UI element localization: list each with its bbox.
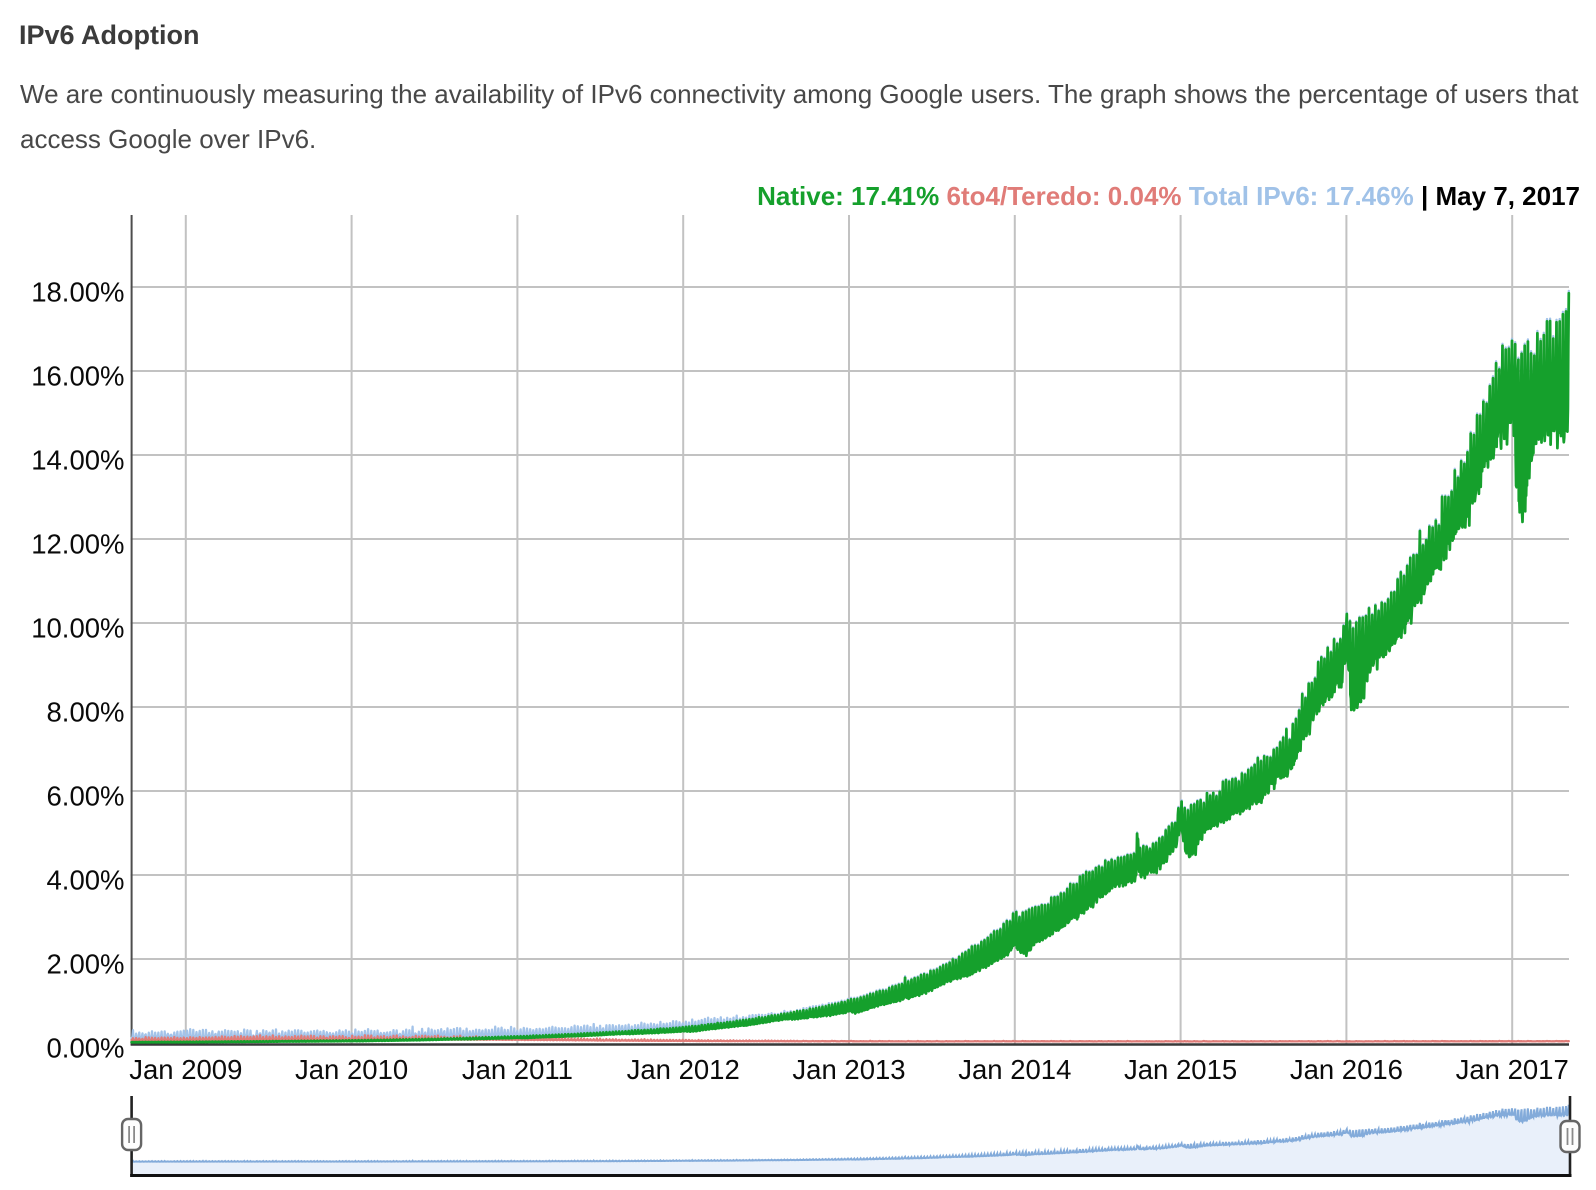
svg-text:12.00%: 12.00% [31, 529, 124, 560]
svg-text:8.00%: 8.00% [47, 697, 125, 728]
svg-text:Jan 2012: Jan 2012 [627, 1054, 740, 1085]
svg-text:Jan 2015: Jan 2015 [1124, 1054, 1237, 1085]
svg-text:2.00%: 2.00% [47, 949, 125, 980]
svg-text:Jan 2014: Jan 2014 [958, 1054, 1071, 1085]
svg-text:16.00%: 16.00% [31, 361, 124, 392]
svg-text:Jan 2010: Jan 2010 [295, 1054, 408, 1085]
svg-text:Jan 2009: Jan 2009 [129, 1054, 242, 1085]
svg-text:Jan 2011: Jan 2011 [462, 1054, 573, 1085]
svg-text:Jan 2013: Jan 2013 [792, 1054, 905, 1085]
svg-text:Jan 2017: Jan 2017 [1456, 1054, 1569, 1085]
svg-text:6.00%: 6.00% [47, 781, 125, 812]
svg-text:4.00%: 4.00% [47, 865, 125, 896]
svg-text:0.00%: 0.00% [47, 1033, 125, 1064]
svg-text:18.00%: 18.00% [31, 277, 124, 308]
svg-text:Jan 2016: Jan 2016 [1290, 1054, 1403, 1085]
svg-text:10.00%: 10.00% [31, 613, 124, 644]
svg-text:14.00%: 14.00% [31, 445, 124, 476]
